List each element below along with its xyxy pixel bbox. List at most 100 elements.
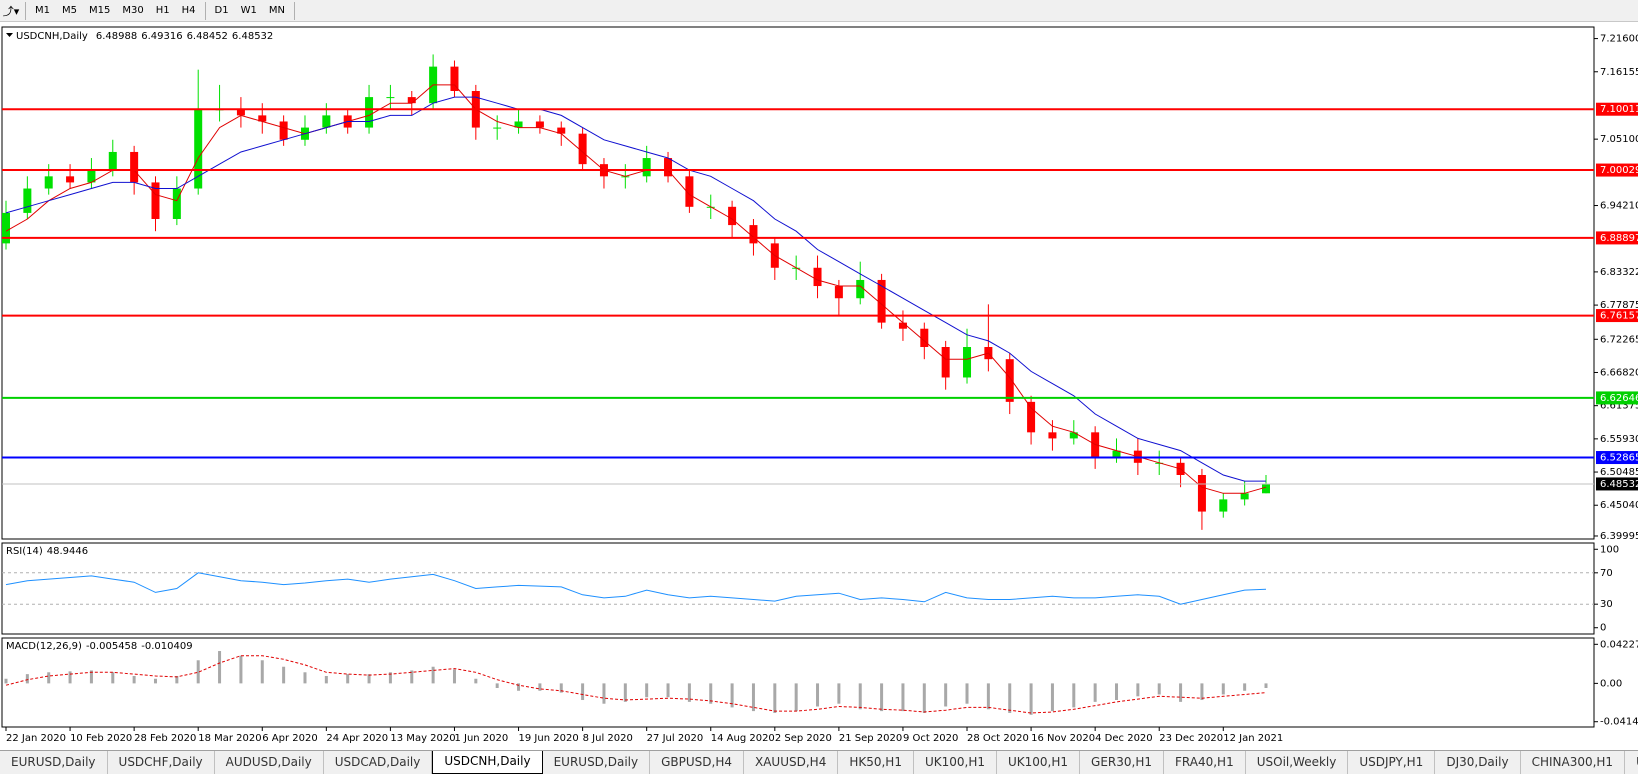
candle-body	[856, 279, 865, 299]
chart-tab[interactable]: UK100,H1	[997, 751, 1081, 774]
chart-window: 7.21600 7.16155 7.05100 6.94210 6.83322 6.778…	[1, 26, 1638, 744]
x-tick-label: 2 Sep 2020	[775, 733, 832, 744]
x-tick-label: 19 Jun 2020	[519, 733, 579, 744]
chart-tab[interactable]: USDCHF,Daily	[108, 751, 215, 774]
timeframe-button[interactable]: M1	[35, 4, 50, 16]
x-tick-label: 21 Sep 2020	[839, 733, 902, 744]
chart-tab[interactable]: GBPUSD,H4	[650, 751, 744, 774]
macd-bar	[944, 683, 948, 707]
x-tick-label: 22 Jan 2020	[6, 733, 66, 744]
y-tick-label: 6.50485	[1600, 467, 1638, 478]
candle-body	[1262, 484, 1270, 494]
macd-bar	[751, 683, 755, 712]
chart-tab[interactable]: EURUSD,Daily	[0, 751, 108, 774]
tool-icon[interactable]: ⤴▾	[2, 4, 20, 18]
panel-frame	[1, 26, 1595, 540]
macd-bar	[1179, 683, 1183, 702]
macd-bar	[111, 672, 115, 684]
candle-body	[23, 188, 32, 213]
candle-body	[898, 322, 907, 329]
timeframe-button[interactable]: M15	[89, 4, 111, 16]
panel-plot	[5, 572, 1267, 605]
y-tick-label: 0.00	[1600, 678, 1622, 689]
y-tick-label: 7.21600	[1600, 34, 1638, 45]
macd-bar	[858, 683, 862, 710]
candle-body	[920, 328, 929, 347]
timeframe-button[interactable]: M5	[62, 4, 77, 16]
chart-tab[interactable]: XAUUSD,H4	[744, 751, 839, 774]
macd-bar	[581, 683, 585, 701]
level-label: 7.10011	[1600, 104, 1638, 115]
macd-bar	[1008, 683, 1012, 713]
candle-body	[130, 151, 139, 183]
y-tick-label: 30	[1600, 599, 1613, 610]
timeframe-button[interactable]: H1	[155, 4, 170, 16]
macd-bar	[218, 651, 222, 684]
macd-bar	[730, 683, 734, 708]
macd-bar	[1072, 683, 1076, 708]
candle-body	[664, 158, 673, 177]
chart-tab[interactable]: USDCAD,Daily	[324, 751, 433, 774]
separator	[204, 1, 206, 20]
level-label-bg	[1596, 451, 1638, 465]
timeframe-button[interactable]: M30	[122, 4, 144, 16]
y-tick-label: 0	[1600, 623, 1606, 634]
chart-tab[interactable]: USDJPY,H1	[1348, 751, 1436, 774]
macd-bar	[47, 672, 51, 684]
x-tick-label: 18 Mar 2020	[198, 733, 261, 744]
macd-bar	[666, 683, 670, 698]
chart-tab[interactable]: HK50,H1	[838, 751, 914, 774]
timeframe-button[interactable]: H4	[181, 4, 196, 16]
chart-tab[interactable]: FRA40,H1	[1164, 751, 1246, 774]
macd-bar	[1050, 683, 1054, 712]
macd-bar	[260, 660, 264, 684]
x-tick-label: 12 Jan 2021	[1223, 733, 1283, 744]
macd-bar	[68, 671, 72, 684]
chart-tab[interactable]: USDCNH,Daily	[432, 751, 543, 774]
x-tick-label: 8 Jul 2020	[583, 733, 633, 744]
candle-body	[1197, 475, 1206, 512]
y-tick-label: -0.04148	[1600, 717, 1638, 728]
macd-bar	[4, 678, 8, 684]
indicator-value: -0.010409	[141, 641, 192, 652]
indicator-title: MACD(12,26,9)	[6, 641, 82, 652]
chart-tab[interactable]: USOil,H1	[1625, 751, 1638, 774]
panel-plot	[2, 54, 1270, 530]
timeframe-button[interactable]: W1	[240, 4, 257, 16]
chart-tab[interactable]: AUDUSD,Daily	[215, 751, 324, 774]
indicator-title: RSI(14)	[6, 546, 43, 557]
macd-bar	[25, 674, 29, 684]
chart-tab[interactable]: CHINA300,H1	[1521, 751, 1626, 774]
moving-average	[5, 96, 1266, 482]
x-tick-label: 1 Jun 2020	[454, 733, 508, 744]
y-tick-label: 6.55930	[1600, 434, 1638, 445]
panel-frame	[1, 542, 1595, 635]
x-tick-label: 10 Feb 2020	[70, 733, 132, 744]
chart-tab[interactable]: UK100,H1	[914, 751, 997, 774]
current-price-label: 6.48532	[1600, 479, 1638, 490]
candle-body	[728, 206, 737, 226]
candle-body	[87, 170, 96, 183]
candle-body	[258, 115, 267, 122]
chart-tab[interactable]: EURUSD,Daily	[543, 751, 651, 774]
chart-tab[interactable]: USOil,Weekly	[1246, 751, 1349, 774]
timeframe-toolbar: ⤴▾ M1 M5 M15 M30 H1 H4 D1 W1 MN	[0, 0, 1638, 22]
timeframe-button[interactable]: D1	[214, 4, 229, 16]
timeframe-button[interactable]: MN	[268, 4, 285, 16]
macd-bar	[474, 678, 478, 684]
candle-body	[1219, 499, 1228, 512]
macd-bar	[623, 683, 627, 702]
macd-bar	[901, 683, 905, 712]
x-tick-label: 28 Feb 2020	[134, 733, 196, 744]
x-tick-label: 6 Apr 2020	[262, 733, 317, 744]
macd-bar	[538, 683, 542, 691]
candle-body	[172, 188, 181, 219]
separator	[25, 1, 26, 20]
chart-tab[interactable]: DJ30,Daily	[1435, 751, 1521, 774]
candle-body	[621, 176, 630, 178]
macd-bar	[837, 683, 841, 704]
moving-average	[5, 84, 1267, 494]
macd-bar	[880, 683, 884, 712]
chart-tab[interactable]: GER30,H1	[1080, 751, 1164, 774]
indicator-value: 48.9446	[47, 546, 88, 557]
